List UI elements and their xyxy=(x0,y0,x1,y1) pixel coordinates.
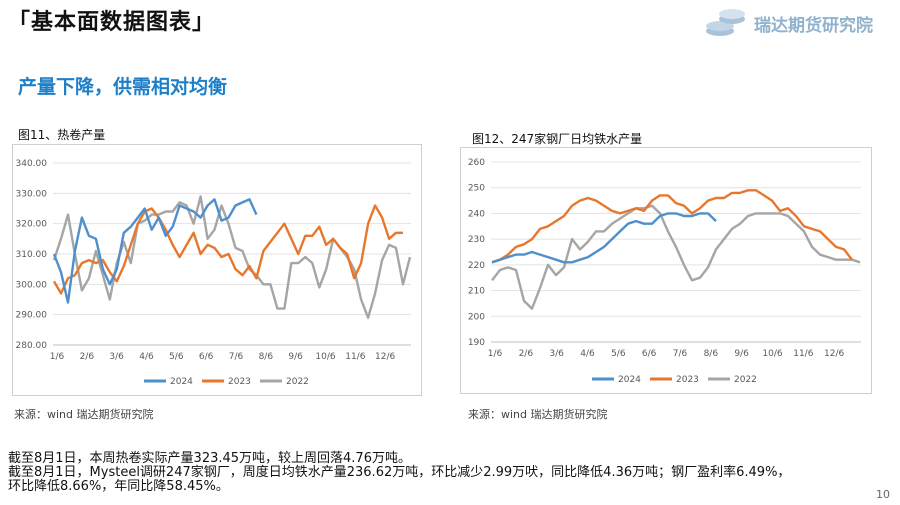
series-line-2022 xyxy=(52,195,412,319)
x-tick-label: 10/6 xyxy=(315,352,335,362)
y-tick-label: 210 xyxy=(468,287,485,297)
series-line-2023 xyxy=(52,204,403,295)
x-tick-label: 2/6 xyxy=(80,352,95,362)
x-tick-label: 4/6 xyxy=(139,352,154,362)
chart1-title: 图11、热卷产量 xyxy=(18,128,106,142)
legend-label-2022: 2022 xyxy=(734,375,757,385)
chart2-box: 260 250 240 230 220 210 200 190 1/6 2/6 3/6 4/6 5/6 6… xyxy=(460,147,872,394)
note-line-2: 截至8月1日，Mysteel调研247家钢厂，周度日均铁水产量236.62万吨，… xyxy=(8,465,791,480)
x-tick-label: 6/6 xyxy=(642,349,657,359)
footer-notes: 截至8月1日，本周热卷实际产量323.45万吨，较上周回落4.76万吨。 截至8… xyxy=(8,452,868,494)
page-title: 「基本面数据图表」 xyxy=(8,10,216,35)
x-tick-label: 9/6 xyxy=(288,352,303,362)
x-tick-label: 12/6 xyxy=(824,349,844,359)
x-tick-label: 4/6 xyxy=(580,349,595,359)
x-tick-label: 7/6 xyxy=(229,352,244,362)
logo: 瑞达期货研究院 xyxy=(702,6,882,40)
y-tick-label: 190 xyxy=(468,338,485,348)
section-subtitle: 产量下降，供需相对均衡 xyxy=(18,76,228,98)
legend-label-2022: 2022 xyxy=(286,377,309,387)
y-tick-label: 250 xyxy=(468,184,485,194)
page-number: 10 xyxy=(876,488,890,501)
x-tick-label: 3/6 xyxy=(549,349,564,359)
y-tick-label: 260 xyxy=(468,158,485,168)
legend-label-2023: 2023 xyxy=(228,377,251,387)
legend-label-2024: 2024 xyxy=(170,377,193,387)
note-line-1: 截至8月1日，本周热卷实际产量323.45万吨，较上周回落4.76万吨。 xyxy=(8,451,411,466)
y-tick-label: 290.00 xyxy=(16,311,48,321)
x-tick-label: 1/6 xyxy=(50,352,65,362)
x-tick-label: 10/6 xyxy=(762,349,782,359)
x-tick-label: 5/6 xyxy=(169,352,184,362)
logo-text: 瑞达期货研究院 xyxy=(754,16,873,36)
note-line-3: 环比降低8.66%，年同比降58.45%。 xyxy=(8,479,229,494)
y-tick-label: 340.00 xyxy=(16,159,48,169)
y-tick-label: 320.00 xyxy=(16,220,48,230)
x-tick-label: 1/6 xyxy=(488,349,503,359)
coins-icon xyxy=(706,9,745,36)
chart2-title: 图12、247家钢厂日均铁水产量 xyxy=(472,132,643,146)
x-tick-label: 6/6 xyxy=(199,352,214,362)
x-tick-label: 3/6 xyxy=(109,352,124,362)
x-tick-label: 11/6 xyxy=(345,352,365,362)
chart1-box: 340.00 330.00 320.00 310.00 300.00 290.00 280.… xyxy=(12,144,422,396)
series-line-2024 xyxy=(52,198,258,304)
chart2-source: 来源：wind 瑞达期货研究院 xyxy=(468,408,608,421)
y-tick-label: 300.00 xyxy=(16,280,48,290)
y-tick-label: 310.00 xyxy=(16,250,48,260)
x-tick-label: 9/6 xyxy=(734,349,749,359)
y-tick-label: 220 xyxy=(468,261,485,271)
legend-label-2023: 2023 xyxy=(676,375,699,385)
y-tick-label: 330.00 xyxy=(16,189,48,199)
series-line-2023 xyxy=(491,189,853,264)
legend-label-2024: 2024 xyxy=(618,375,641,385)
chart1-source: 来源：wind 瑞达期货研究院 xyxy=(14,408,154,421)
x-tick-label: 8/6 xyxy=(704,349,719,359)
x-tick-label: 2/6 xyxy=(519,349,534,359)
x-tick-label: 8/6 xyxy=(259,352,274,362)
x-tick-label: 11/6 xyxy=(793,349,813,359)
series-line-2024 xyxy=(491,212,717,264)
series-line-2022 xyxy=(491,204,861,310)
y-tick-label: 230 xyxy=(468,235,485,245)
y-tick-label: 240 xyxy=(468,209,485,219)
y-tick-label: 280.00 xyxy=(16,341,48,351)
x-tick-label: 5/6 xyxy=(611,349,626,359)
x-tick-label: 7/6 xyxy=(673,349,688,359)
x-tick-label: 12/6 xyxy=(375,352,395,362)
chart1-plot: 340.00 330.00 320.00 310.00 300.00 290.00 280.… xyxy=(16,159,412,387)
y-tick-label: 200 xyxy=(468,312,485,322)
